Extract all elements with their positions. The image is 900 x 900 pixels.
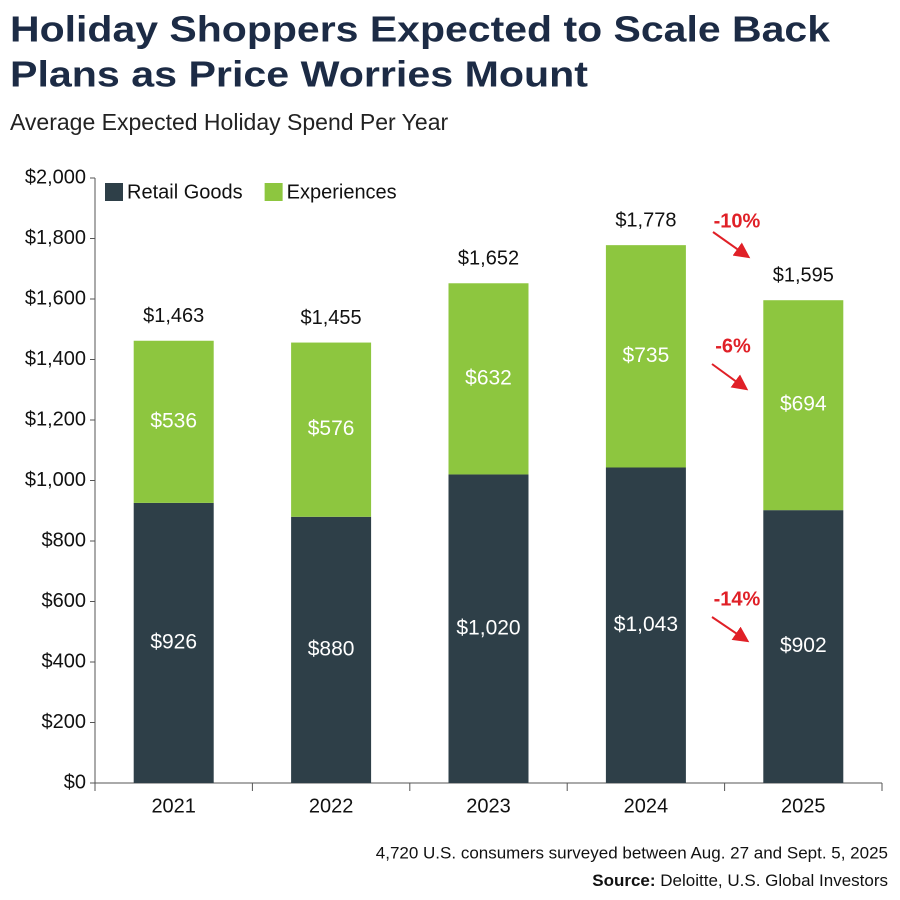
bar-segment (133, 340, 214, 503)
data-label: $1,043 (614, 613, 678, 636)
arrow (711, 363, 749, 391)
y-tick-label: $200 (42, 711, 87, 733)
legend-label: Retail Goods (127, 181, 243, 203)
change-annotation: -6% (715, 335, 751, 357)
x-tick-label: 2023 (466, 795, 511, 817)
y-tick-label: $1,400 (25, 348, 86, 370)
total-label: $1,778 (615, 209, 676, 231)
change-annotation: -10% (714, 210, 761, 232)
legend-label: Experiences (287, 181, 397, 203)
data-label: $694 (780, 393, 827, 416)
data-label: $576 (308, 417, 355, 440)
data-label: $880 (308, 637, 355, 660)
source-label: Source: (592, 871, 655, 890)
y-tick-label: $1,600 (25, 287, 86, 309)
total-label: $1,455 (301, 307, 362, 329)
chart-title: Plans as Price Worries Mount (10, 54, 588, 95)
data-label: $902 (780, 634, 827, 657)
bar-segment (448, 283, 529, 475)
bar-segment (605, 245, 686, 468)
change-annotation: -14% (714, 588, 761, 610)
source-text: Deloitte, U.S. Global Investors (660, 871, 888, 890)
arrow (712, 231, 751, 259)
data-label: $926 (150, 630, 197, 653)
y-tick-label: $1,000 (25, 469, 86, 491)
bar-segment (291, 342, 372, 517)
x-tick-label: 2024 (624, 795, 669, 817)
total-label: $1,595 (773, 264, 834, 286)
total-label: $1,463 (143, 305, 204, 327)
bar-segment (605, 467, 686, 783)
chart-subtitle: Average Expected Holiday Spend Per Year (10, 109, 448, 135)
legend-swatch (264, 183, 283, 201)
y-tick-label: $1,800 (25, 227, 86, 249)
x-tick-label: 2025 (781, 795, 826, 817)
bar-segment (291, 516, 372, 783)
y-tick-label: $400 (42, 650, 87, 672)
arrow (711, 616, 750, 643)
x-tick-label: 2022 (309, 795, 354, 817)
legend-swatch (105, 183, 123, 201)
y-tick-label: $1,200 (25, 408, 86, 430)
y-tick-label: $800 (42, 529, 87, 551)
y-tick-label: $0 (64, 771, 86, 793)
x-tick-label: 2021 (151, 795, 196, 817)
data-label: $1,020 (456, 616, 520, 639)
chart-title: Holiday Shoppers Expected to Scale Back (10, 9, 831, 50)
data-label: $632 (465, 366, 512, 389)
bar-segment (763, 510, 844, 783)
total-label: $1,652 (458, 248, 519, 270)
y-tick-label: $2,000 (25, 166, 86, 188)
footnote: 4,720 U.S. consumers surveyed between Au… (376, 843, 888, 862)
bar-segment (133, 502, 214, 783)
source: Source: Deloitte, U.S. Global Investors (592, 871, 888, 890)
data-label: $735 (623, 344, 670, 367)
data-label: $536 (150, 409, 197, 432)
y-tick-label: $600 (42, 590, 87, 612)
bar-segment (448, 474, 529, 783)
bar-segment (763, 300, 844, 511)
